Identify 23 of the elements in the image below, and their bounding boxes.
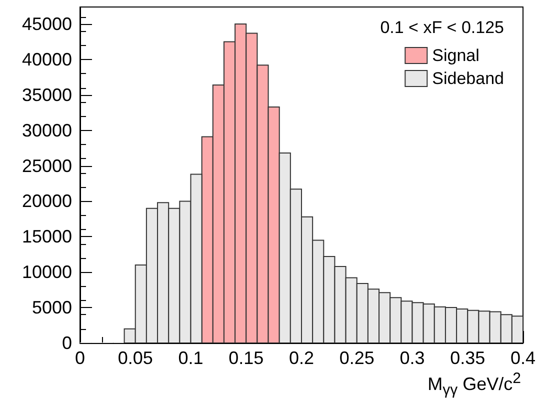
x-tick-label: 0.35 xyxy=(450,348,486,368)
y-tick-label: 5000 xyxy=(32,298,72,318)
x-tick-label: 0.15 xyxy=(228,348,264,368)
x-axis-title: M$_{γγ}$ GeV/c$^{2}$ xyxy=(428,370,521,399)
y-tick-label: 10000 xyxy=(22,262,72,282)
x-tick-label: 0.25 xyxy=(339,348,374,368)
y-tick-label: 20000 xyxy=(22,191,72,212)
y-tick-label: 30000 xyxy=(22,120,72,140)
y-tick-label: 15000 xyxy=(22,226,72,247)
x-tick-label: 0.3 xyxy=(400,348,425,368)
y-tick-label: 25000 xyxy=(22,156,72,176)
y-tick-label: 45000 xyxy=(22,14,72,34)
legend-label: Signal xyxy=(432,46,480,65)
x-tick-label: 0.1 xyxy=(178,348,204,368)
x-tick-label: 0 xyxy=(74,348,86,368)
x-tick-label: 0.05 xyxy=(118,348,153,368)
y-tick-label: 0 xyxy=(62,333,72,353)
legend-title: 0.1 < xF < 0.125 xyxy=(380,18,504,37)
y-tick-label: 35000 xyxy=(22,84,72,105)
legend-label: Sideband xyxy=(432,69,504,88)
y-tick-label: 40000 xyxy=(22,49,72,70)
x-tick-label: 0.4 xyxy=(510,348,536,368)
x-tick-label: 0.2 xyxy=(288,348,314,368)
